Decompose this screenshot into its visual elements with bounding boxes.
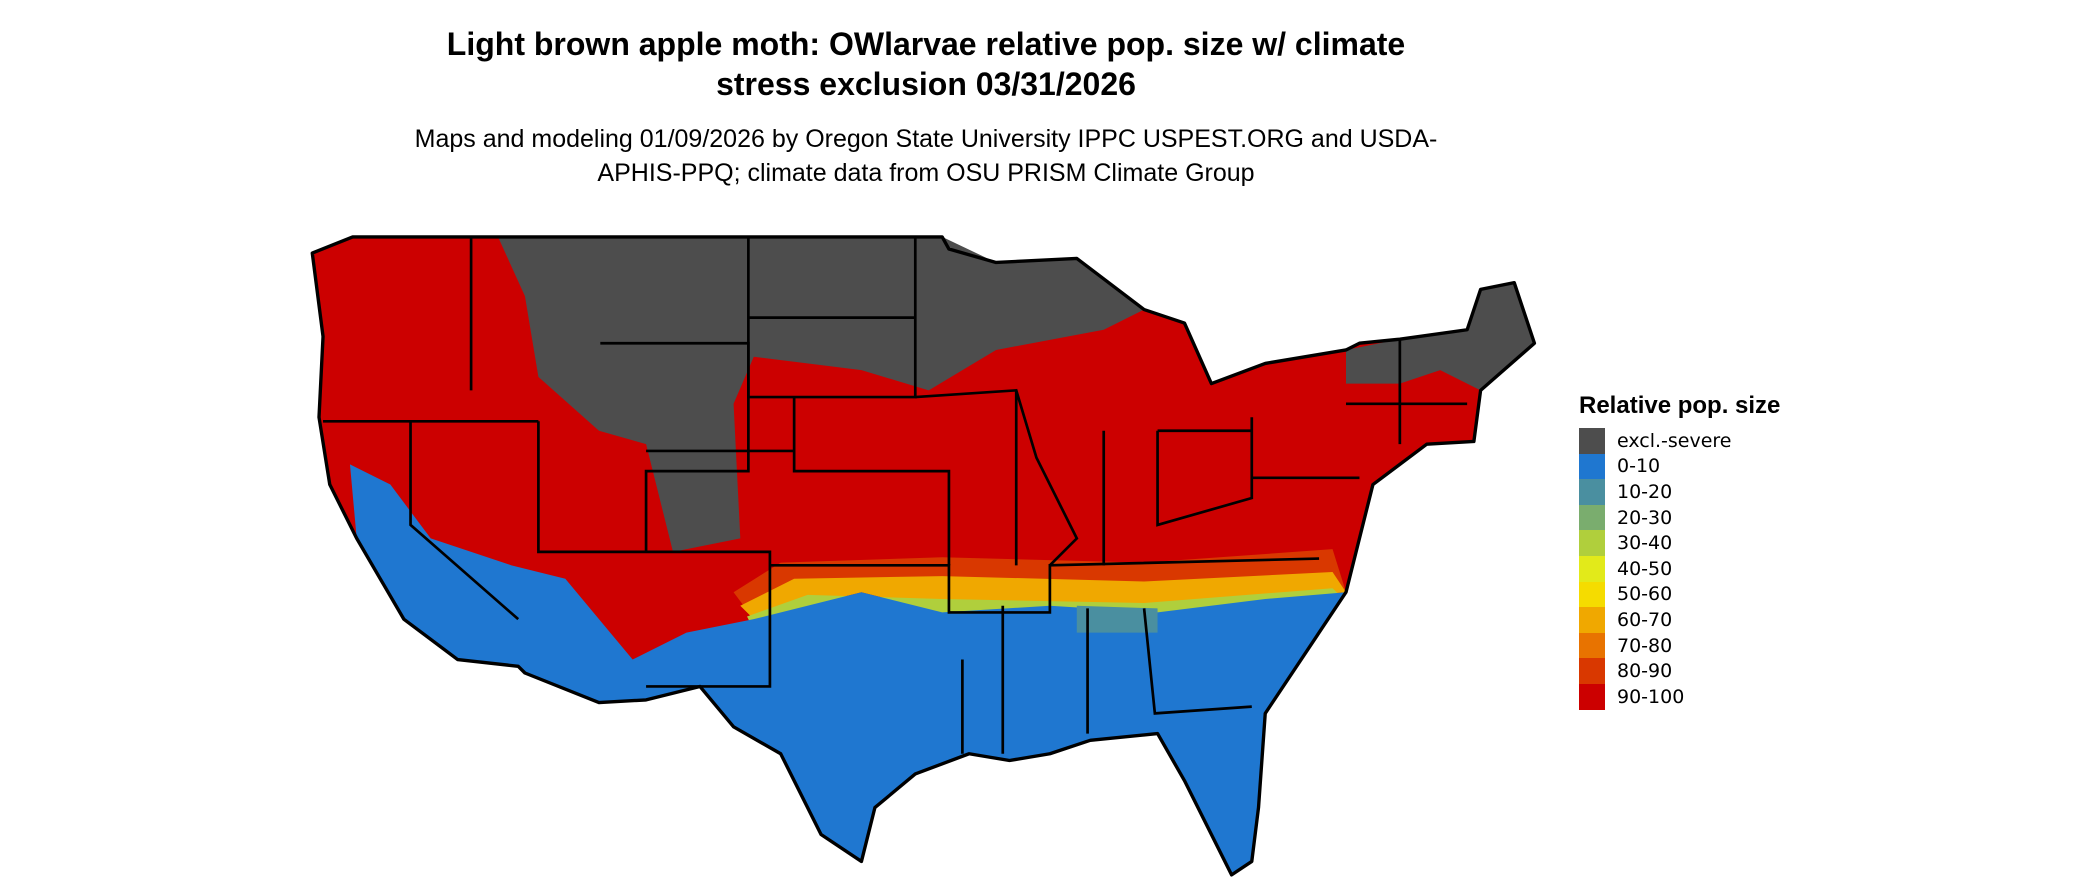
- legend-label: 80-90: [1617, 660, 1673, 683]
- legend-items: excl.-severe 0-10 10-20 20-30 30-40 40-50 50-6…: [1579, 428, 1780, 710]
- legend-label: 50-60: [1617, 583, 1673, 606]
- legend-swatch: [1579, 632, 1605, 659]
- legend-item: 0-10: [1579, 453, 1780, 480]
- legend-item: 10-20: [1579, 479, 1780, 505]
- legend-label: 60-70: [1617, 608, 1673, 631]
- region-excluded: [498, 236, 1145, 552]
- legend-label: 40-50: [1617, 557, 1673, 580]
- legend: Relative pop. size excl.-severe 0-10 10-20…: [1579, 392, 1780, 710]
- legend-swatch: [1579, 428, 1605, 454]
- legend-item: 30-40: [1579, 530, 1780, 556]
- legend-label: 20-30: [1617, 506, 1673, 529]
- legend-label: 70-80: [1617, 634, 1673, 657]
- legend-label: 0-10: [1617, 455, 1661, 478]
- legend-label: 10-20: [1617, 480, 1673, 503]
- legend-item: 20-30: [1579, 504, 1780, 531]
- legend-swatch: [1579, 504, 1605, 531]
- legend-item: 70-80: [1579, 632, 1780, 659]
- state-border: [600, 341, 750, 552]
- legend-swatch: [1579, 581, 1605, 608]
- legend-swatch: [1579, 683, 1605, 710]
- legend-swatch: [1579, 479, 1605, 505]
- legend-item: 80-90: [1579, 658, 1780, 684]
- legend-swatch: [1579, 658, 1605, 684]
- legend-swatch: [1579, 453, 1605, 480]
- legend-label: 30-40: [1617, 532, 1673, 555]
- legend-item: 50-60: [1579, 581, 1780, 608]
- legend-item: 90-100: [1579, 683, 1780, 710]
- state-border: [1142, 608, 1252, 715]
- state-border: [537, 421, 772, 688]
- region-low: [349, 464, 1347, 875]
- map-body: [310, 235, 1537, 877]
- legend-item: 60-70: [1579, 607, 1780, 633]
- legend-item: excl.-severe: [1579, 428, 1780, 454]
- legend-title: Relative pop. size: [1579, 392, 1781, 419]
- legend-label: 90-100: [1617, 685, 1685, 708]
- legend-swatch: [1579, 555, 1605, 582]
- legend-item: 40-50: [1579, 555, 1780, 582]
- state-border: [409, 421, 520, 621]
- map-title: Light brown apple moth: OWlarvae relativ…: [446, 26, 1406, 102]
- region-excluded: [1346, 282, 1535, 391]
- state-border: [792, 397, 951, 566]
- legend-swatch: [1579, 607, 1605, 633]
- state-border: [1156, 417, 1254, 527]
- state-border: [769, 557, 1320, 614]
- legend-label: excl.-severe: [1617, 429, 1732, 452]
- map-subtitle: Maps and modeling 01/09/2026 by Oregon S…: [414, 125, 1438, 187]
- region-low: [1076, 605, 1158, 633]
- country-outline: [310, 235, 1537, 877]
- legend-swatch: [1579, 530, 1605, 556]
- state-border: [915, 388, 1079, 567]
